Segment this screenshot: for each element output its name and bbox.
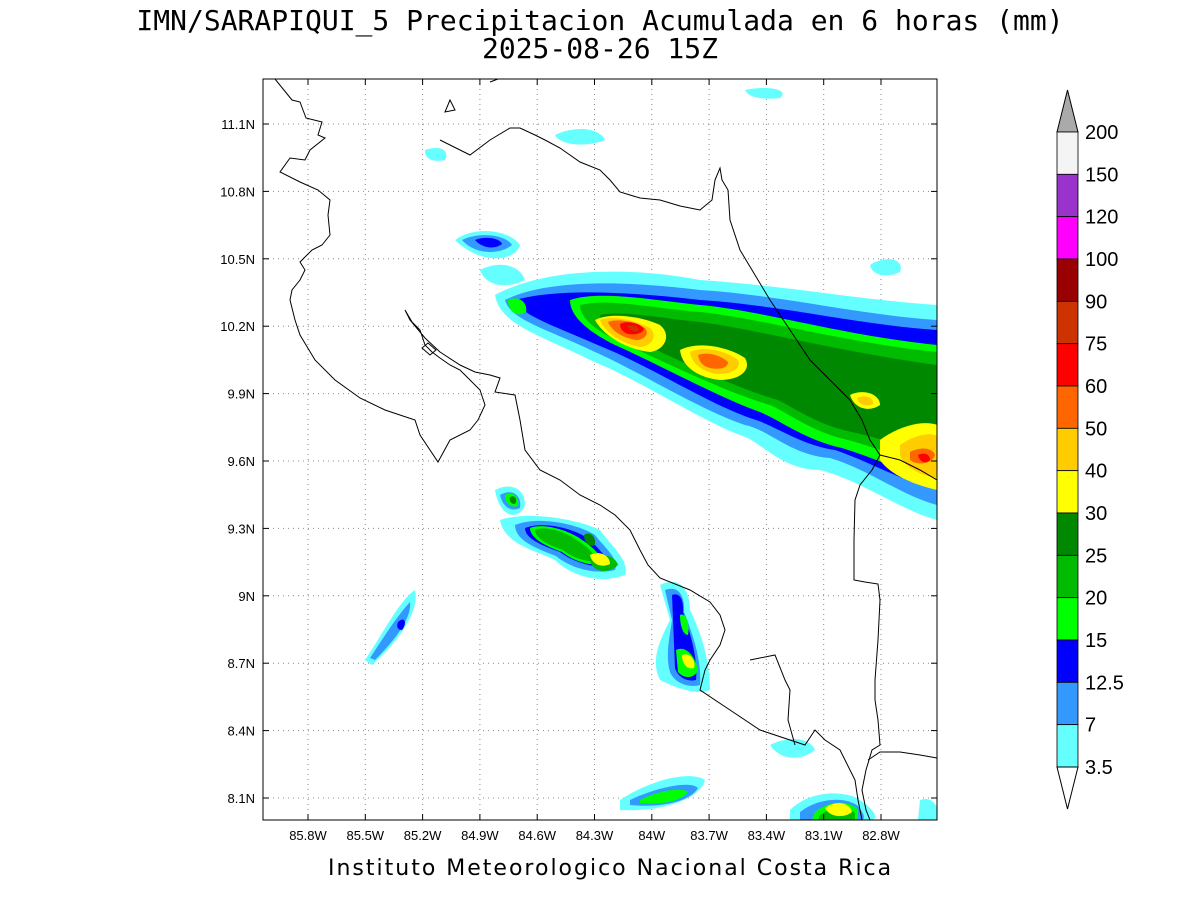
colorbar-label: 200: [1085, 122, 1118, 144]
lon-label: 84.3W: [576, 828, 614, 843]
colorbar-swatch: [1056, 724, 1079, 768]
colorbar-swatch: [1056, 639, 1079, 683]
footer-credit: Instituto Meteorologico Nacional Costa R…: [328, 856, 894, 881]
colorbar-swatch: [1056, 258, 1079, 302]
colorbar-label: 120: [1085, 207, 1118, 229]
colorbar-swatch: [1056, 173, 1079, 218]
colorbar-swatch: [1056, 597, 1079, 641]
colorbar-legend: 200 150 120 100 90 75 60 50 40 30 25 20 15 12.5 7 3.5: [1056, 89, 1124, 810]
colorbar-swatch: [1056, 512, 1079, 556]
precipitation-field: [365, 87, 937, 820]
colorbar-swatch: [1056, 681, 1079, 726]
colorbar-label: 75: [1085, 334, 1107, 356]
map-title: IMN/SARAPIQUI_5 Precipitacion Acumulada …: [136, 4, 1064, 37]
lon-label: 85.8W: [289, 828, 327, 843]
colorbar-label: 7: [1085, 715, 1096, 737]
lat-label: 8.4N: [228, 724, 255, 739]
colorbar-label: 50: [1085, 418, 1107, 440]
colorbar-label: 150: [1085, 164, 1118, 186]
latitude-labels: 11.1N 10.8N 10.5N 10.2N 9.9N 9.6N 9.3N 9N 8.7N 8.…: [220, 117, 255, 806]
colorbar-label: 12.5: [1085, 672, 1124, 694]
coastline-outline: [274, 79, 937, 820]
lon-label: 82.8W: [862, 828, 900, 843]
lon-label: 85.5W: [347, 828, 385, 843]
colorbar-swatch: [1056, 470, 1079, 514]
colorbar-swatch: [1056, 385, 1079, 429]
lat-label: 9N: [238, 589, 255, 604]
lon-label: 84.6W: [518, 828, 556, 843]
colorbar-label: 15: [1085, 630, 1107, 652]
map-subtitle-date: 2025-08-26 15Z: [481, 32, 718, 65]
lat-label: 10.5N: [220, 252, 255, 267]
colorbar-swatch: [1056, 554, 1079, 599]
colorbar-label: 100: [1085, 249, 1118, 271]
colorbar-label: 20: [1085, 588, 1107, 610]
colorbar-swatch: [1056, 300, 1079, 345]
lat-label: 9.3N: [228, 521, 255, 536]
lat-label: 9.9N: [228, 387, 255, 402]
colorbar-swatch: [1056, 216, 1079, 260]
colorbar-label: 30: [1085, 503, 1107, 525]
lat-label: 10.8N: [220, 184, 255, 199]
lat-label: 10.2N: [220, 319, 255, 334]
colorbar-swatch: [1056, 427, 1079, 472]
colorbar-label: 90: [1085, 291, 1107, 313]
colorbar-label: 40: [1085, 461, 1107, 483]
lat-label: 11.1N: [221, 117, 255, 132]
lon-label: 85.2W: [404, 828, 442, 843]
lon-label: 83.1W: [805, 828, 843, 843]
colorbar-swatch: [1056, 343, 1079, 387]
lon-label: 84W: [638, 828, 665, 843]
lat-label: 8.1N: [228, 791, 255, 806]
colorbar-swatch: [1056, 131, 1079, 175]
colorbar-label: 60: [1085, 376, 1107, 398]
lat-label: 9.6N: [228, 454, 255, 469]
map-frame: [262, 78, 938, 821]
lon-label: 83.4W: [748, 828, 786, 843]
colorbar-under-triangle: [1056, 766, 1079, 810]
lon-label: 84.9W: [461, 828, 499, 843]
colorbar-over-triangle: [1056, 89, 1079, 133]
lat-label: 8.7N: [228, 656, 255, 671]
axis-ticks: [263, 79, 937, 820]
lon-label: 83.7W: [690, 828, 728, 843]
colorbar-label: 3.5: [1085, 757, 1113, 779]
colorbar-label: 25: [1085, 545, 1107, 567]
longitude-labels: 85.8W 85.5W 85.2W 84.9W 84.6W 84.3W 84W 83.7W 83…: [289, 828, 900, 843]
